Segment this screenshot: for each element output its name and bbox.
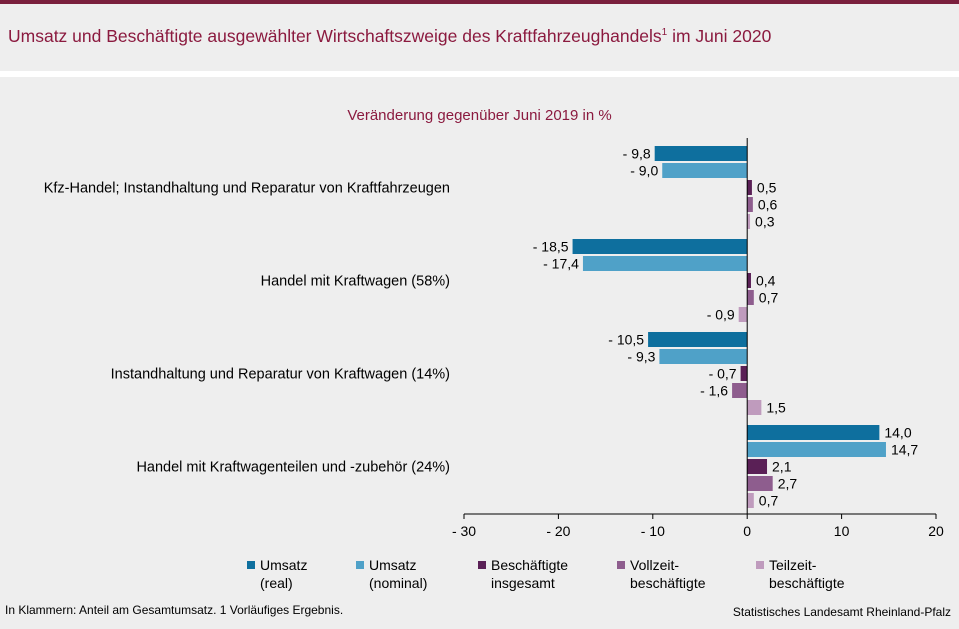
bar [747, 400, 762, 415]
bar [659, 349, 748, 364]
category-label: Handel mit Kraftwagen (58%) [261, 274, 450, 290]
bar [582, 256, 748, 271]
bar [747, 442, 886, 457]
bar [732, 383, 748, 398]
legend-swatch [247, 561, 255, 569]
data-label: - 9,0 [630, 163, 658, 179]
data-label: - 10,5 [608, 332, 644, 348]
category-label: Kfz-Handel; Instandhaltung und Reparatur… [44, 181, 450, 197]
title-band [0, 4, 959, 72]
x-tick-label: - 20 [546, 523, 570, 539]
legend-swatch [478, 561, 486, 569]
x-tick-label: - 30 [452, 523, 476, 539]
data-label: 0,5 [757, 180, 777, 196]
bar [747, 290, 754, 305]
x-tick-label: - 10 [641, 523, 665, 539]
data-label: - 9,8 [623, 146, 651, 162]
bar [572, 239, 748, 254]
data-label: 2,7 [778, 476, 798, 492]
bar [648, 332, 748, 347]
legend-swatch [756, 561, 764, 569]
x-tick-label: 0 [743, 523, 751, 539]
bar [654, 146, 748, 161]
data-label: - 1,6 [700, 383, 728, 399]
data-label: 1,5 [766, 400, 786, 416]
category-label: Handel mit Kraftwagenteilen und -zubehör… [136, 460, 450, 476]
bar [738, 307, 748, 322]
bar [747, 476, 773, 491]
data-label: - 0,9 [707, 307, 735, 323]
title-separator [0, 71, 959, 77]
data-label: - 18,5 [533, 239, 569, 255]
bar [747, 493, 754, 508]
data-label: 14,7 [891, 442, 918, 458]
category-label: Instandhaltung und Reparatur von Kraftwa… [111, 367, 450, 383]
data-label: 0,7 [759, 493, 779, 509]
legend-label: Teilzeit-beschäftigte [769, 557, 845, 591]
bar [747, 273, 751, 288]
chart-title: Umsatz und Beschäftigte ausgewählter Wir… [8, 26, 772, 46]
title-footnote-marker: 1 [661, 27, 668, 39]
data-label: 0,7 [759, 290, 779, 306]
legend-swatch [356, 561, 364, 569]
x-tick-label: 20 [928, 523, 944, 539]
chart-legend: Umsatz (real) Umsatz (nominal) Beschäftigte i… [0, 556, 959, 592]
legend-label: Umsatz (nominal) [369, 557, 428, 591]
chart-subtitle: Veränderung gegenüber Juni 2019 in % [347, 107, 612, 124]
footnote: In Klammern: Anteil am Gesamtumsatz. 1 V… [5, 603, 344, 617]
legend-swatch [617, 561, 625, 569]
legend-label: Beschäftigte insgesamt [491, 557, 569, 591]
bar [662, 163, 748, 178]
bar [747, 214, 751, 229]
top-accent-bar [0, 0, 959, 4]
legend-label: Umsatz (real) [260, 557, 308, 591]
bar [747, 459, 768, 474]
data-label: - 17,4 [543, 256, 579, 272]
bar [740, 366, 748, 381]
x-tick-label: 10 [834, 523, 850, 539]
data-label: 14,0 [884, 425, 911, 441]
source-credit: Statistisches Landesamt Rheinland-Pfalz [732, 605, 951, 619]
bar [747, 197, 753, 212]
data-label: 2,1 [772, 459, 792, 475]
bar [747, 425, 880, 440]
legend-label: Vollzeit-beschäftigte [630, 557, 706, 591]
data-label: 0,4 [756, 273, 776, 289]
bar-chart: Kfz-Handel; Instandhaltung und Reparatur… [44, 138, 944, 539]
data-label: 0,3 [755, 214, 775, 230]
data-label: - 9,3 [627, 349, 655, 365]
data-label: - 0,7 [709, 366, 737, 382]
bar [747, 180, 752, 195]
data-label: 0,6 [758, 197, 778, 213]
